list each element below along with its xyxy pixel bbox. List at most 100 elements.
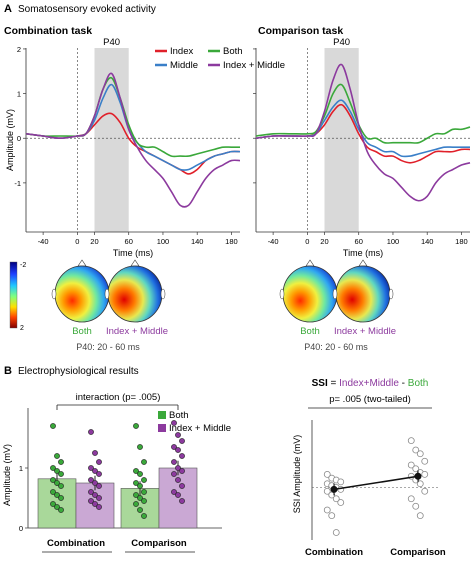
erp-y-axis-label: Amplitude (mV) bbox=[5, 109, 15, 171]
ssi-mean-line bbox=[333, 475, 419, 491]
ssi-point-0-12 bbox=[323, 506, 331, 514]
bar-dot-1-1-3 bbox=[171, 444, 177, 450]
series-line-1-index-middle bbox=[255, 63, 471, 202]
interaction-annotation: interaction (p= .005) bbox=[76, 392, 161, 403]
x-tick-label-0-5: 140 bbox=[191, 237, 204, 246]
x-tick-label-0-3: 60 bbox=[125, 237, 133, 246]
bar-dot-1-1-13 bbox=[175, 492, 181, 498]
bar-dot-1-1-5 bbox=[179, 453, 185, 459]
colorbar-top-label: -2 bbox=[20, 262, 26, 269]
bar-dot-0-1-8 bbox=[141, 489, 147, 495]
ssi-title: SSI = Index+Middle - Both bbox=[312, 378, 429, 389]
bar-dot-0-1-3 bbox=[133, 468, 139, 474]
bar-dot-0-0-8 bbox=[58, 483, 64, 489]
series-line-1-middle bbox=[255, 99, 470, 158]
bar-y-tick-label-0: 0 bbox=[19, 524, 23, 533]
bar-dot-0-1-9 bbox=[133, 492, 139, 498]
bar-category-0: Combination bbox=[47, 538, 105, 549]
bar-dot-0-1-12 bbox=[133, 501, 139, 507]
bar-dot-1-0-7 bbox=[92, 480, 98, 486]
combination-task-title: Combination task bbox=[4, 25, 92, 37]
ssi-point-1-1 bbox=[412, 446, 420, 454]
bar-dot-0-0-11 bbox=[58, 495, 64, 501]
bar-dot-1-0-12 bbox=[88, 498, 94, 504]
bar-dot-1-1-9 bbox=[171, 471, 177, 477]
bar-dot-0-0-5 bbox=[58, 471, 64, 477]
ssi-point-1-2 bbox=[416, 450, 424, 458]
series-line-0-both bbox=[25, 76, 240, 158]
bar-dot-0-0-1 bbox=[54, 453, 60, 459]
bar-dot-0-1-2 bbox=[141, 459, 147, 465]
bar-dot-1-1-1 bbox=[175, 432, 181, 438]
x-axis-label-0: Time (ms) bbox=[113, 248, 153, 258]
bar-dot-0-1-5 bbox=[141, 477, 147, 483]
bar-legend-swatch-1 bbox=[158, 424, 166, 432]
x-tick-label-0-6: 180 bbox=[225, 237, 238, 246]
bar-1-1 bbox=[158, 467, 198, 529]
panel-a-title: Somatosensory evoked activity bbox=[18, 4, 156, 15]
bar-dot-1-1-10 bbox=[175, 477, 181, 483]
ssi-title-eq: = bbox=[328, 378, 339, 389]
colorbar-bottom-label: 2 bbox=[20, 325, 24, 332]
bar-dot-0-0-10 bbox=[54, 492, 60, 498]
ssi-point-1-0 bbox=[407, 437, 415, 445]
bar-dot-1-0-4 bbox=[92, 468, 98, 474]
scalp-map-combination-both bbox=[51, 259, 113, 323]
series-line-0-middle bbox=[25, 83, 241, 171]
bar-dot-0-1-7 bbox=[137, 483, 143, 489]
bar-dot-0-0-14 bbox=[58, 507, 64, 513]
scalp-right-both-label: Both bbox=[300, 326, 320, 337]
y-tick-label-2: 0 bbox=[17, 134, 21, 143]
ssi-title-im: Index+Middle bbox=[339, 378, 399, 389]
scalp-map-comparison-index-middle bbox=[332, 259, 394, 323]
x-tick-label-1-5: 140 bbox=[421, 237, 434, 246]
series-line-0-index-middle bbox=[25, 72, 241, 208]
ssi-point-0-11 bbox=[337, 499, 345, 506]
bar-dot-0-1-0 bbox=[133, 423, 139, 429]
y-tick-label-3: -1 bbox=[14, 179, 21, 188]
x-axis-label-1: Time (ms) bbox=[343, 248, 383, 258]
ssi-point-0-10 bbox=[332, 495, 340, 503]
bar-dot-0-0-9 bbox=[50, 489, 56, 495]
scalp-left-caption: P40: 20 - 60 ms bbox=[76, 342, 140, 352]
panel-a-letter: A bbox=[4, 3, 12, 15]
bar-dot-1-1-8 bbox=[179, 468, 185, 474]
legend-label-0: Index bbox=[170, 46, 193, 57]
bar-dot-0-0-7 bbox=[54, 480, 60, 486]
bar-legend-label-1: Index + Middle bbox=[169, 423, 231, 434]
x-tick-label-1-0: -40 bbox=[268, 237, 279, 246]
bar-legend-swatch-0 bbox=[158, 411, 166, 419]
bar-dot-0-0-13 bbox=[54, 504, 60, 510]
y-tick-label-1: 1 bbox=[17, 90, 21, 99]
bar-dot-1-0-13 bbox=[92, 501, 98, 507]
bar-dot-0-1-14 bbox=[141, 513, 147, 519]
legend-label-2: Both bbox=[223, 46, 243, 57]
amplitude-bar-chart: 0 1 interaction (p= .005) Both Index + Middl… bbox=[19, 392, 231, 553]
bar-dot-1-0-0 bbox=[88, 429, 94, 435]
bar-dot-1-1-4 bbox=[175, 447, 181, 453]
x-tick-label-1-6: 180 bbox=[455, 237, 468, 246]
bar-dot-1-0-1 bbox=[92, 450, 98, 456]
panel-b-title: Electrophysiological results bbox=[18, 366, 139, 377]
bar-dot-1-0-3 bbox=[88, 465, 94, 471]
bar-dot-1-0-8 bbox=[96, 483, 102, 489]
bar-dot-1-1-14 bbox=[179, 498, 185, 504]
bar-dot-1-0-11 bbox=[96, 495, 102, 501]
x-tick-label-1-2: 20 bbox=[320, 237, 328, 246]
ssi-point-0-13 bbox=[328, 512, 336, 520]
bar-dot-1-1-6 bbox=[171, 459, 177, 465]
scalp-map-combination-index-middle bbox=[104, 259, 166, 323]
bar-dot-0-1-6 bbox=[133, 480, 139, 486]
bar-dot-0-1-10 bbox=[137, 495, 143, 501]
p40-label-1: P40 bbox=[333, 37, 350, 48]
bar-dot-0-0-2 bbox=[58, 459, 64, 465]
ssi-point-0-14 bbox=[332, 529, 340, 536]
series-line-0-index bbox=[25, 112, 241, 175]
comparison-task-title: Comparison task bbox=[258, 25, 343, 37]
bar-dot-0-1-1 bbox=[137, 444, 143, 450]
y-tick-label-0: 2 bbox=[17, 45, 21, 54]
ssi-scatter-chart: Combination Comparison bbox=[305, 420, 446, 558]
ssi-category-0: Combination bbox=[305, 547, 363, 558]
bar-dot-0-0-4 bbox=[54, 468, 60, 474]
